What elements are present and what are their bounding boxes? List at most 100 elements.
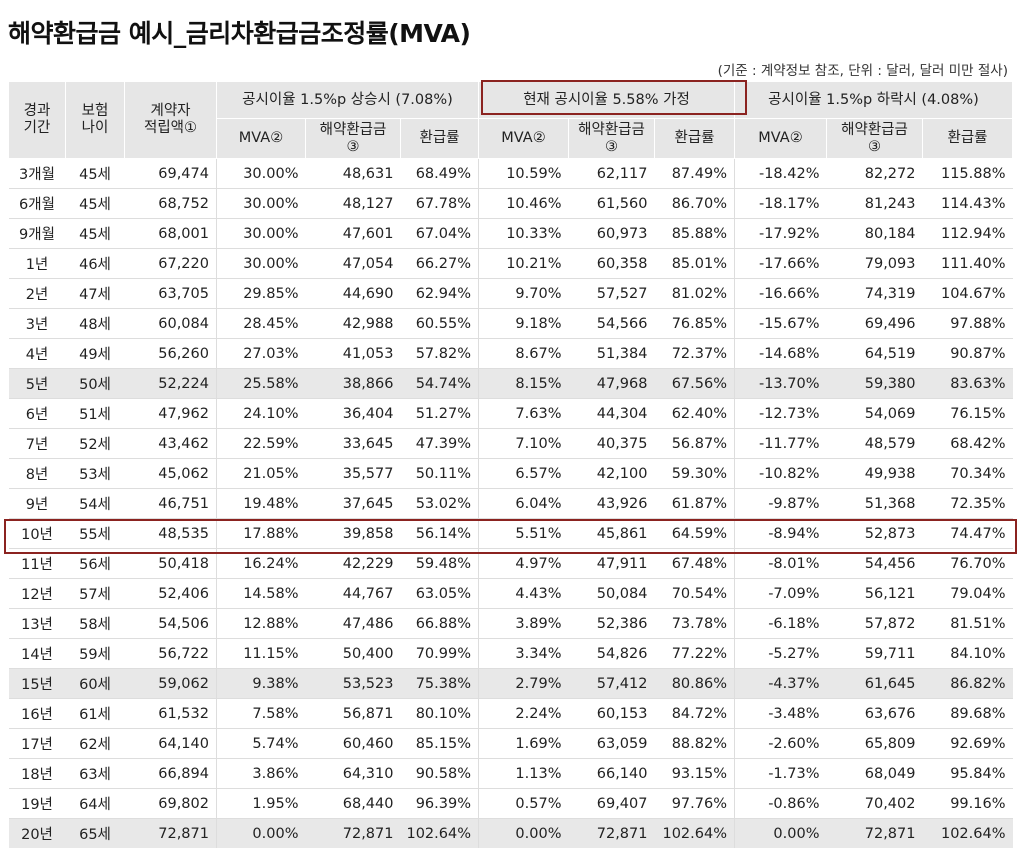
- header-refund: 해약환급금 ③: [305, 118, 401, 159]
- cell-mva-up: 16.24%: [216, 548, 306, 579]
- cell-mva-down: -6.18%: [734, 608, 827, 639]
- table-row: 8년 53세 45,062 21.05% 35,577 50.11% 6.57% 42,100…: [8, 458, 1013, 489]
- cell-age: 57세: [65, 578, 125, 609]
- cell-mva-up: 19.48%: [216, 488, 306, 519]
- cell-period: 7년: [8, 428, 66, 459]
- cell-mva-up: 11.15%: [216, 638, 306, 669]
- cell-refund-up: 38,866: [305, 368, 401, 399]
- cell-age: 45세: [65, 188, 125, 219]
- cell-refund-down: 48,579: [826, 428, 923, 459]
- cell-refund-up: 44,690: [305, 278, 401, 309]
- cell-rate-down: 92.69%: [922, 728, 1013, 759]
- cell-rate-up: 47.39%: [400, 428, 479, 459]
- cell-rate-up: 68.49%: [400, 158, 479, 189]
- cell-age: 58세: [65, 608, 125, 639]
- cell-rate-current: 80.86%: [654, 668, 735, 699]
- cell-period: 5년: [8, 368, 66, 399]
- cell-age: 45세: [65, 218, 125, 249]
- cell-rate-down: 102.64%: [922, 818, 1013, 848]
- table-row: 1년 46세 67,220 30.00% 47,054 66.27% 10.21% 60,35…: [8, 248, 1013, 279]
- cell-mva-current: 7.10%: [478, 428, 569, 459]
- cell-reserve: 50,418: [124, 548, 217, 579]
- cell-rate-down: 115.88%: [922, 158, 1013, 189]
- cell-mva-current: 6.04%: [478, 488, 569, 519]
- cell-refund-down: 70,402: [826, 788, 923, 819]
- cell-mva-up: 7.58%: [216, 698, 306, 729]
- cell-period: 1년: [8, 248, 66, 279]
- cell-rate-up: 80.10%: [400, 698, 479, 729]
- cell-reserve: 60,084: [124, 308, 217, 339]
- cell-age: 56세: [65, 548, 125, 579]
- cell-rate-current: 102.64%: [654, 818, 735, 848]
- cell-period: 17년: [8, 728, 66, 759]
- cell-refund-up: 44,767: [305, 578, 401, 609]
- cell-mva-down: -17.92%: [734, 218, 827, 249]
- table-row: 7년 52세 43,462 22.59% 33,645 47.39% 7.10% 40,375…: [8, 428, 1013, 459]
- cell-refund-up: 36,404: [305, 398, 401, 429]
- cell-mva-down: -8.01%: [734, 548, 827, 579]
- header-group-current-rate: 현재 공시이율 5.58% 가정: [478, 81, 735, 119]
- cell-reserve: 54,506: [124, 608, 217, 639]
- table-row: 19년 64세 69,802 1.95% 68,440 96.39% 0.57% 69,407…: [8, 788, 1013, 819]
- table-row: 3개월 45세 69,474 30.00% 48,631 68.49% 10.59% 62,1…: [8, 158, 1013, 189]
- cell-age: 45세: [65, 158, 125, 189]
- cell-reserve: 47,962: [124, 398, 217, 429]
- cell-age: 64세: [65, 788, 125, 819]
- cell-refund-current: 62,117: [568, 158, 655, 189]
- cell-age: 47세: [65, 278, 125, 309]
- cell-mva-current: 4.43%: [478, 578, 569, 609]
- cell-reserve: 69,802: [124, 788, 217, 819]
- mva-refund-table: 경과 기간 보험 나이 계약자 적립액① 공시이율 1.5%p 상승시 (7.08%)…: [8, 81, 1013, 848]
- cell-refund-current: 54,566: [568, 308, 655, 339]
- cell-rate-down: 68.42%: [922, 428, 1013, 459]
- cell-refund-down: 63,676: [826, 698, 923, 729]
- cell-refund-current: 50,084: [568, 578, 655, 609]
- cell-period: 3개월: [8, 158, 66, 189]
- cell-refund-down: 72,871: [826, 818, 923, 848]
- table-row: 5년 50세 52,224 25.58% 38,866 54.74% 8.15% 47,968…: [8, 368, 1013, 399]
- cell-mva-current: 6.57%: [478, 458, 569, 489]
- table-row: 17년 62세 64,140 5.74% 60,460 85.15% 1.69% 63,059…: [8, 728, 1013, 759]
- cell-rate-down: 84.10%: [922, 638, 1013, 669]
- cell-reserve: 63,705: [124, 278, 217, 309]
- cell-refund-current: 57,527: [568, 278, 655, 309]
- page-title: 해약환급금 예시_금리차환급금조정률(MVA): [8, 19, 471, 48]
- cell-mva-up: 22.59%: [216, 428, 306, 459]
- cell-refund-down: 61,645: [826, 668, 923, 699]
- cell-mva-down: -3.48%: [734, 698, 827, 729]
- cell-rate-up: 67.78%: [400, 188, 479, 219]
- table-row: 18년 63세 66,894 3.86% 64,310 90.58% 1.13% 66,140…: [8, 758, 1013, 789]
- cell-rate-down: 86.82%: [922, 668, 1013, 699]
- cell-refund-down: 65,809: [826, 728, 923, 759]
- table-row: 10년 55세 48,535 17.88% 39,858 56.14% 5.51% 45,86…: [8, 518, 1013, 549]
- cell-period: 6년: [8, 398, 66, 429]
- cell-mva-down: -16.66%: [734, 278, 827, 309]
- cell-period: 8년: [8, 458, 66, 489]
- cell-rate-up: 85.15%: [400, 728, 479, 759]
- cell-mva-up: 24.10%: [216, 398, 306, 429]
- cell-mva-current: 0.57%: [478, 788, 569, 819]
- cell-reserve: 56,722: [124, 638, 217, 669]
- cell-refund-down: 59,711: [826, 638, 923, 669]
- cell-refund-current: 60,358: [568, 248, 655, 279]
- cell-mva-down: -13.70%: [734, 368, 827, 399]
- cell-refund-current: 42,100: [568, 458, 655, 489]
- cell-rate-down: 89.68%: [922, 698, 1013, 729]
- cell-age: 49세: [65, 338, 125, 369]
- cell-period: 3년: [8, 308, 66, 339]
- cell-refund-down: 51,368: [826, 488, 923, 519]
- header-group-rate-down: 공시이율 1.5%p 하락시 (4.08%): [734, 81, 1013, 119]
- cell-rate-down: 114.43%: [922, 188, 1013, 219]
- cell-rate-up: 67.04%: [400, 218, 479, 249]
- cell-refund-current: 40,375: [568, 428, 655, 459]
- cell-mva-down: -10.82%: [734, 458, 827, 489]
- cell-refund-down: 57,872: [826, 608, 923, 639]
- cell-mva-down: -18.17%: [734, 188, 827, 219]
- cell-refund-down: 82,272: [826, 158, 923, 189]
- cell-rate-up: 90.58%: [400, 758, 479, 789]
- cell-age: 51세: [65, 398, 125, 429]
- cell-refund-down: 69,496: [826, 308, 923, 339]
- cell-rate-up: 96.39%: [400, 788, 479, 819]
- cell-refund-down: 54,456: [826, 548, 923, 579]
- cell-reserve: 56,260: [124, 338, 217, 369]
